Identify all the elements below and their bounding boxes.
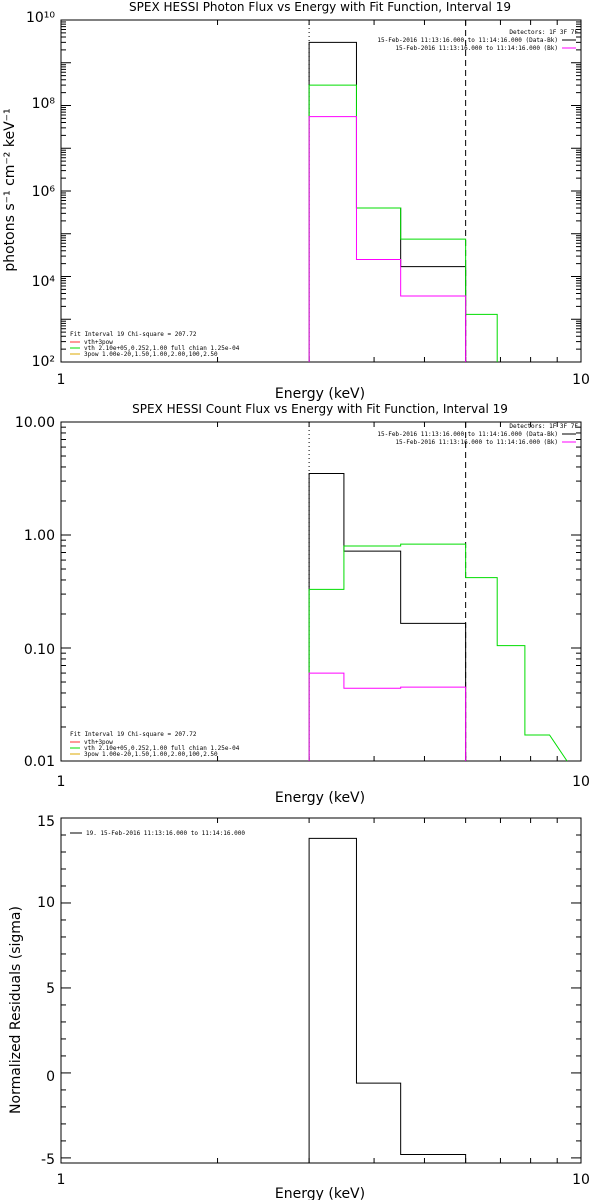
- residual-y-tick-10: 10: [37, 895, 55, 911]
- count-fit-vth: vth 2.10e+05,0.252,1.00 full chian 1.25e…: [84, 745, 240, 752]
- photon-y-tick-1e6: 10⁶: [32, 184, 56, 200]
- photon-y-tick-1e2: 10²: [32, 354, 55, 370]
- photon-y-tick-1e8: 10⁸: [32, 96, 56, 112]
- count-plot-frame: [60, 421, 582, 762]
- count-y-tick-0.10: 0.10: [24, 642, 55, 658]
- photon-series-3pow: [308, 116, 467, 362]
- residual-x-tick-10: 10: [572, 1172, 590, 1188]
- photon-fit-vth3pow: vth+3pow: [84, 339, 113, 346]
- count-y-tick-1.00: 1.00: [24, 528, 55, 544]
- photon-fit-interval: Fit Interval 19 Chi-square = 207.72: [70, 331, 197, 338]
- count-series-vth: [308, 543, 568, 762]
- residual-series-19-15-feb-2016-11-13-16-000-to-11-14-16-000: [308, 837, 467, 1163]
- photon-series-vth: [308, 84, 498, 362]
- count-flux-panel: SPEX HESSI Count Flux vs Energy with Fit…: [15, 402, 590, 806]
- photon-fit-vth: vth 2.10e+05,0.252,1.00 full chian 1.25e…: [84, 345, 240, 352]
- photon-legend-data-bk: 15-Feb-2016 11:13:16.000 to 11:14:16.000…: [377, 37, 558, 44]
- photon-legend-bk: 15-Feb-2016 11:13:16.000 to 11:14:16.000…: [395, 45, 558, 52]
- photon-plot-frame: [60, 19, 582, 363]
- photon-legend-detectors: Detectors: 1F 3F 7F: [509, 29, 578, 36]
- photon-x-axis-label: Energy (keV): [275, 386, 365, 402]
- count-legend-detectors: Detectors: 1F 3F 7F: [509, 423, 578, 430]
- residual-legend: 19. 15-Feb-2016 11:13:16.000 to 11:14:16…: [86, 830, 245, 837]
- residual-x-axis-label: Energy (keV): [275, 1186, 365, 1200]
- residual-y-tick-neg5: -5: [41, 1152, 55, 1168]
- count-series-3pow: [308, 672, 467, 761]
- photon-fit-3pow: 3pow 1.00e-20,1.50,1.00,2.00,100,2.50: [84, 351, 218, 358]
- photon-x-tick-1: 1: [57, 372, 66, 388]
- count-series-data-bk: [308, 473, 467, 761]
- count-panel-title: SPEX HESSI Count Flux vs Energy with Fit…: [132, 402, 508, 416]
- residual-y-axis-label: Normalized Residuals (sigma): [8, 906, 24, 1114]
- residual-y-tick-15: 15: [37, 814, 55, 830]
- residual-plot-frame: [60, 817, 582, 1164]
- count-x-tick-10: 10: [572, 774, 590, 790]
- count-y-tick-10.00: 10.00: [15, 415, 55, 431]
- residual-panel: Normalized Residuals (sigma) Energy (keV…: [8, 814, 590, 1200]
- count-x-axis-label: Energy (keV): [275, 790, 365, 806]
- count-fit-vth3pow: vth+3pow: [84, 739, 113, 746]
- photon-series-data-bk: [308, 41, 467, 362]
- photon-y-tick-1e4: 10⁴: [32, 274, 56, 290]
- residual-x-tick-1: 1: [57, 1172, 66, 1188]
- count-x-tick-1: 1: [57, 774, 66, 790]
- residual-y-tick-5: 5: [46, 981, 55, 997]
- count-y-tick-0.01: 0.01: [24, 754, 55, 770]
- count-legend-data-bk: 15-Feb-2016 11:13:16.000 to 11:14:16.000…: [377, 431, 558, 438]
- photon-y-tick-1e10: 10¹⁰: [26, 10, 55, 26]
- count-legend-bk: 15-Feb-2016 11:13:16.000 to 11:14:16.000…: [395, 439, 558, 446]
- count-fit-3pow: 3pow 1.00e-20,1.50,1.00,2.00,100,2.50: [84, 751, 218, 758]
- photon-x-tick-10: 10: [572, 372, 590, 388]
- photon-panel-title: SPEX HESSI Photon Flux vs Energy with Fi…: [129, 0, 511, 14]
- photon-flux-panel: SPEX HESSI Photon Flux vs Energy with Fi…: [2, 0, 590, 402]
- residual-y-tick-0: 0: [46, 1069, 55, 1085]
- photon-y-axis-label: photons s⁻¹ cm⁻² keV⁻¹: [2, 108, 18, 271]
- count-fit-interval: Fit Interval 19 Chi-square = 207.72: [70, 731, 197, 738]
